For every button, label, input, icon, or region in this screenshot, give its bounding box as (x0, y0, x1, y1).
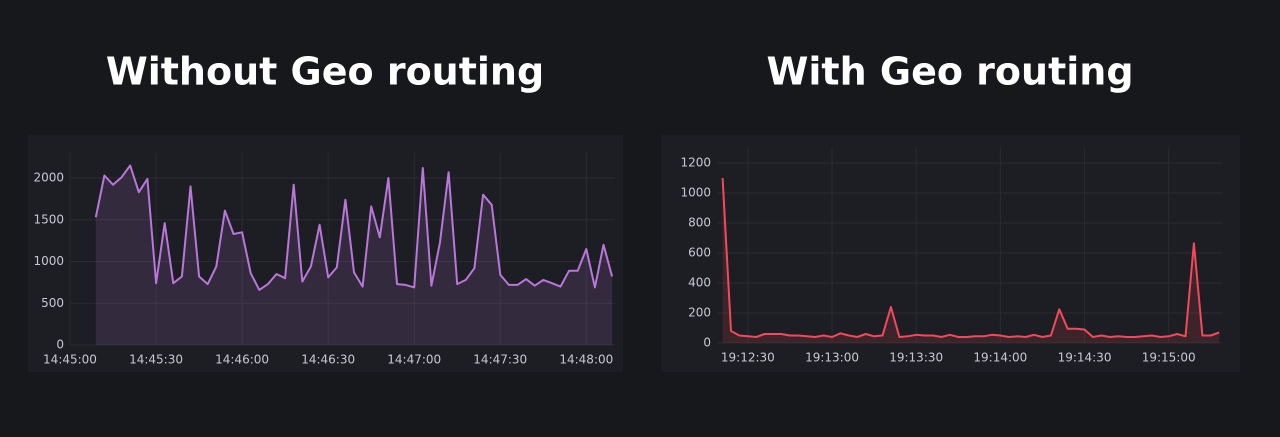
x-tick-label: 14:47:30 (473, 353, 527, 367)
x-tick-label: 14:46:00 (215, 353, 269, 367)
y-tick-label: 1500 (33, 212, 64, 226)
y-tick-label: 2000 (33, 171, 64, 185)
y-tick-label: 0 (703, 336, 711, 350)
x-tick-label: 14:48:00 (559, 353, 613, 367)
y-tick-label: 200 (688, 306, 711, 320)
y-tick-label: 800 (688, 216, 711, 230)
y-tick-label: 600 (688, 246, 711, 260)
y-tick-label: 1200 (680, 156, 711, 170)
line (721, 177, 1220, 338)
y-tick-label: 0 (56, 338, 64, 352)
x-tick-label: 14:46:30 (301, 353, 355, 367)
line (94, 164, 614, 291)
panel (28, 135, 623, 372)
x-tick-label: 19:13:00 (805, 351, 859, 365)
x-tick-label: 14:47:00 (387, 353, 441, 367)
x-tick-label: 14:45:30 (129, 353, 183, 367)
chart-title: Without Geo routing (106, 50, 544, 94)
x-tick-label: 19:15:00 (1142, 351, 1196, 365)
x-tick-label: 19:14:00 (973, 351, 1027, 365)
x-tick-label: 19:12:30 (721, 351, 775, 365)
y-tick-label: 1000 (33, 254, 64, 268)
y-tick-label: 1000 (680, 186, 711, 200)
x-tick-label: 14:45:00 (43, 353, 97, 367)
x-tick-label: 19:13:30 (889, 351, 943, 365)
chart-title: With Geo routing (766, 50, 1133, 94)
x-tick-label: 19:14:30 (1058, 351, 1112, 365)
y-tick-label: 500 (41, 296, 64, 310)
area (95, 165, 613, 345)
y-tick-label: 400 (688, 276, 711, 290)
